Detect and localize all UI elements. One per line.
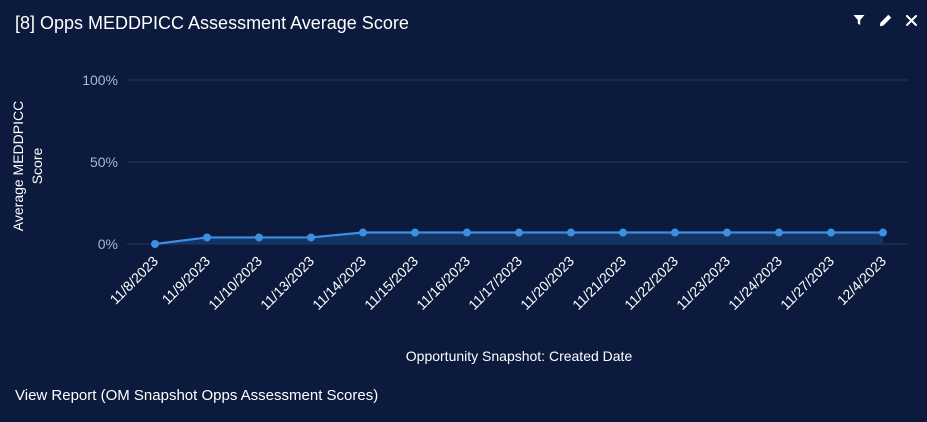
x-tick-label: 11/13/2023 [257,253,317,313]
data-point[interactable] [723,228,731,237]
data-point[interactable] [359,228,367,237]
x-tick-label: 11/9/2023 [158,253,213,308]
x-tick-label: 11/8/2023 [106,253,161,308]
y-tick-labels: 0% 50% 100% [82,72,118,252]
close-button[interactable] [903,10,919,30]
x-tick-label: 11/17/2023 [465,253,525,313]
y-axis-title: Average MEDDPICC Score [10,101,45,231]
x-tick-label: 12/4/2023 [834,253,890,309]
y-tick-label: 50% [90,154,118,170]
data-point[interactable] [515,228,523,237]
x-tick-label: 11/20/2023 [517,253,577,313]
y-tick-label: 0% [98,236,118,252]
data-point[interactable] [567,228,575,237]
x-tick-label: 11/23/2023 [673,253,733,313]
data-point[interactable] [619,228,627,237]
filter-icon [853,15,865,25]
data-point[interactable] [827,228,835,237]
x-tick-label: 11/10/2023 [205,253,265,313]
x-tick-labels: 11/8/202311/9/202311/10/202311/13/202311… [106,253,889,313]
data-point[interactable] [463,228,471,237]
view-report-link[interactable]: View Report (OM Snapshot Opps Assessment… [15,387,379,404]
x-tick-label: 11/14/2023 [309,253,369,313]
data-point[interactable] [203,233,211,242]
pencil-icon [879,14,891,26]
data-point[interactable] [307,233,315,242]
x-axis-title: Opportunity Snapshot: Created Date [406,348,633,364]
data-point[interactable] [255,233,263,242]
data-point[interactable] [411,228,419,237]
filter-button[interactable] [851,10,867,30]
data-point[interactable] [879,228,887,237]
chart-title: [8] Opps MEDDPICC Assessment Average Sco… [15,13,409,33]
x-tick-label: 11/22/2023 [621,253,681,313]
data-point[interactable] [775,228,783,237]
line-chart: 0%50%100% 11/8/202311/9/202311/10/202311… [10,72,908,364]
data-point[interactable] [151,240,159,248]
x-tick-label: 11/15/2023 [361,253,421,313]
y-axis-title-line: Average MEDDPICC [10,101,26,231]
y-tick-label: 100% [82,72,118,88]
x-tick-label: 11/21/2023 [569,253,629,313]
header-actions [851,10,919,30]
close-icon [905,14,917,26]
x-tick-label: 11/24/2023 [725,253,785,313]
grid-lines [127,79,908,245]
data-point[interactable] [671,228,679,237]
x-tick-label: 11/27/2023 [777,253,837,313]
edit-button[interactable] [877,10,893,30]
y-axis-title-line: Score [29,148,45,185]
x-tick-label: 11/16/2023 [413,253,473,313]
data-points [151,228,887,248]
